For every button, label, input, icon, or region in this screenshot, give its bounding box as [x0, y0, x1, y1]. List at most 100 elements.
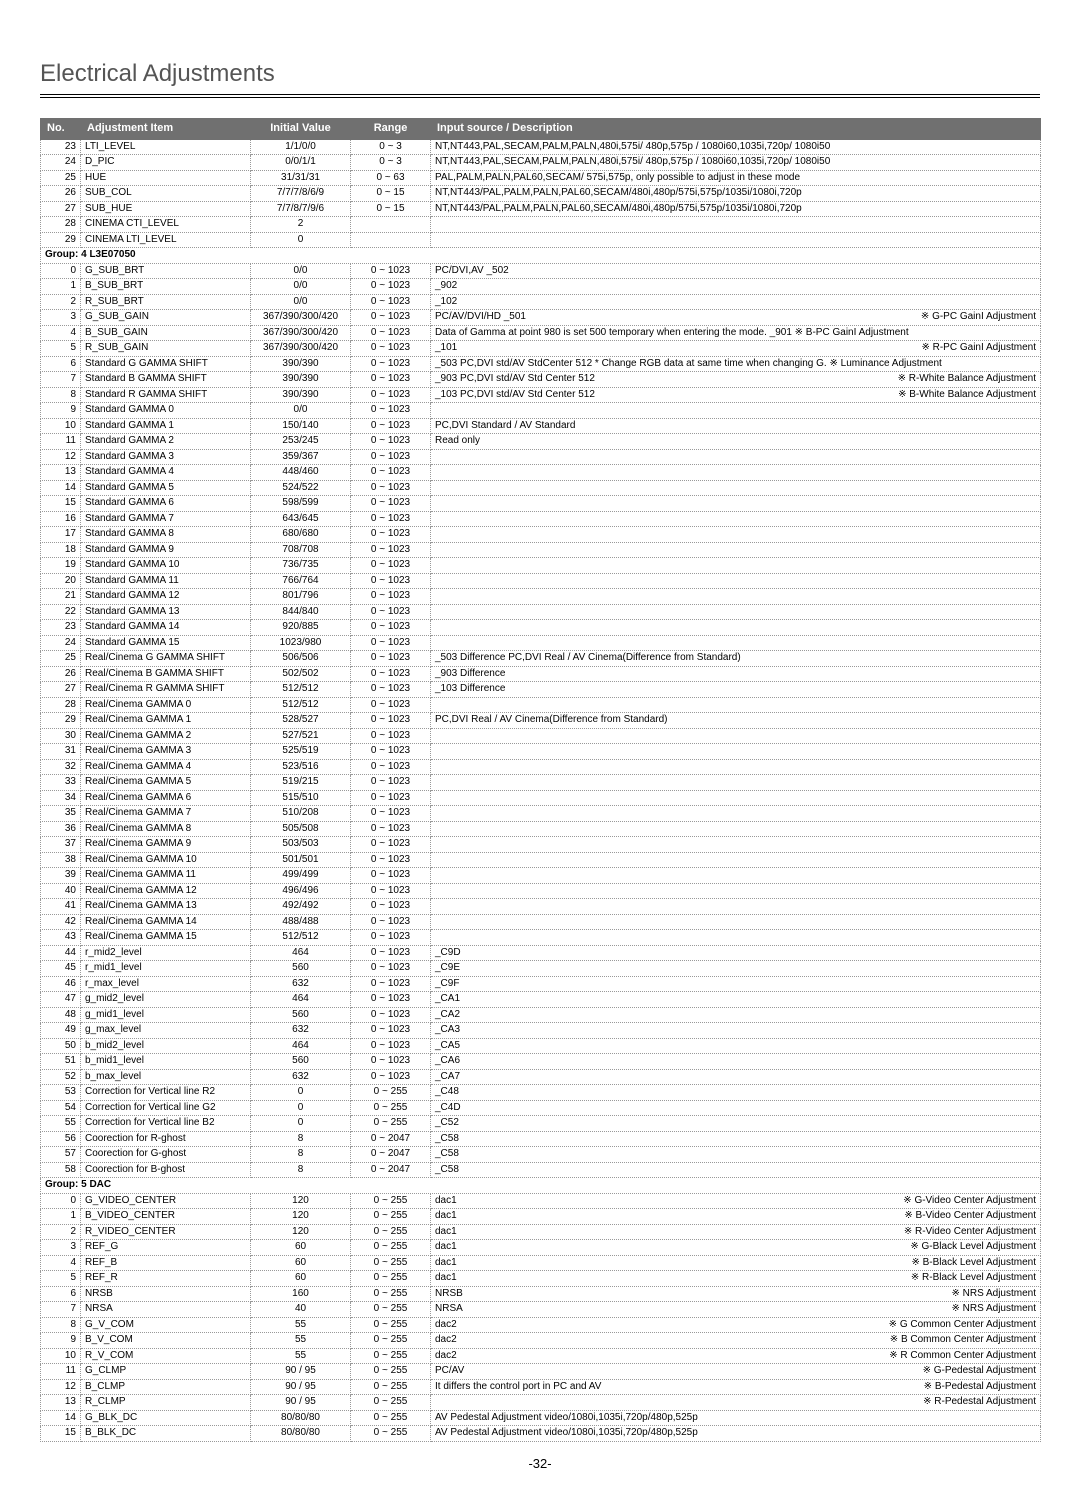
- cell-desc: NRSA※ NRS Adjustment: [431, 1302, 1041, 1318]
- cell-no: 43: [41, 930, 81, 946]
- cell-range: 0 ~ 1023: [351, 496, 431, 512]
- cell-range: 0 ~ 1023: [351, 418, 431, 434]
- cell-range: 0 ~ 1023: [351, 434, 431, 450]
- cell-range: 0 ~ 1023: [351, 620, 431, 636]
- cell-range: 0 ~ 1023: [351, 790, 431, 806]
- table-row: 6NRSB1600 ~ 255NRSB※ NRS Adjustment: [41, 1286, 1041, 1302]
- cell-no: 5: [41, 341, 81, 357]
- cell-initial: 80/80/80: [251, 1410, 351, 1426]
- cell-range: 0 ~ 1023: [351, 883, 431, 899]
- table-row: 1B_VIDEO_CENTER1200 ~ 255dac1※ B-Video C…: [41, 1209, 1041, 1225]
- cell-initial: 680/680: [251, 527, 351, 543]
- table-row: 10R_V_COM550 ~ 255dac2※ R Common Center …: [41, 1348, 1041, 1364]
- cell-no: 18: [41, 542, 81, 558]
- cell-range: 0 ~ 1023: [351, 837, 431, 853]
- cell-no: 22: [41, 604, 81, 620]
- table-row: 31Real/Cinema GAMMA 3525/5190 ~ 1023: [41, 744, 1041, 760]
- cell-item: Standard GAMMA 1: [81, 418, 251, 434]
- cell-initial: 90 / 95: [251, 1395, 351, 1411]
- cell-desc: PAL,PALM,PALN,PAL60,SECAM/ 575i,575p, on…: [431, 170, 1041, 186]
- cell-range: 0 ~ 1023: [351, 1054, 431, 1070]
- cell-no: 11: [41, 1364, 81, 1380]
- cell-range: 0 ~ 1023: [351, 759, 431, 775]
- cell-item: REF_B: [81, 1255, 251, 1271]
- cell-initial: 7/7/8/7/9/6: [251, 201, 351, 217]
- cell-item: Standard GAMMA 12: [81, 589, 251, 605]
- cell-range: 0 ~ 1023: [351, 325, 431, 341]
- cell-range: 0 ~ 1023: [351, 403, 431, 419]
- cell-range: 0 ~ 255: [351, 1255, 431, 1271]
- cell-no: 3: [41, 310, 81, 326]
- cell-desc: _C52: [431, 1116, 1041, 1132]
- cell-desc: _CA3: [431, 1023, 1041, 1039]
- cell-initial: 0/0: [251, 294, 351, 310]
- cell-range: 0 ~ 1023: [351, 914, 431, 930]
- cell-item: Real/Cinema GAMMA 9: [81, 837, 251, 853]
- cell-no: 49: [41, 1023, 81, 1039]
- cell-no: 7: [41, 372, 81, 388]
- cell-item: Standard R GAMMA SHIFT: [81, 387, 251, 403]
- table-row: 23Standard GAMMA 14920/8850 ~ 1023: [41, 620, 1041, 636]
- cell-range: 0 ~ 1023: [351, 449, 431, 465]
- table-row: 7Standard B GAMMA SHIFT390/3900 ~ 1023_9…: [41, 372, 1041, 388]
- cell-initial: 120: [251, 1209, 351, 1225]
- cell-no: 26: [41, 186, 81, 202]
- cell-desc: [431, 542, 1041, 558]
- table-row: 40Real/Cinema GAMMA 12496/4960 ~ 1023: [41, 883, 1041, 899]
- cell-item: G_BLK_DC: [81, 1410, 251, 1426]
- cell-range: 0 ~ 1023: [351, 945, 431, 961]
- table-row: 0G_VIDEO_CENTER1200 ~ 255dac1※ G-Video C…: [41, 1193, 1041, 1209]
- cell-item: b_mid1_level: [81, 1054, 251, 1070]
- cell-initial: 632: [251, 976, 351, 992]
- cell-range: 0 ~ 255: [351, 1100, 431, 1116]
- cell-initial: 560: [251, 961, 351, 977]
- table-row: 53Correction for Vertical line R200 ~ 25…: [41, 1085, 1041, 1101]
- table-row: 15B_BLK_DC80/80/800 ~ 255AV Pedestal Adj…: [41, 1426, 1041, 1442]
- cell-item: Real/Cinema GAMMA 4: [81, 759, 251, 775]
- table-row: 1B_SUB_BRT0/00 ~ 1023_902: [41, 279, 1041, 295]
- cell-item: Real/Cinema GAMMA 14: [81, 914, 251, 930]
- cell-initial: 528/527: [251, 713, 351, 729]
- cell-desc: _C48: [431, 1085, 1041, 1101]
- cell-item: R_SUB_GAIN: [81, 341, 251, 357]
- cell-desc: [431, 775, 1041, 791]
- page-number: -32-: [40, 1456, 1040, 1471]
- table-row: 27Real/Cinema R GAMMA SHIFT512/5120 ~ 10…: [41, 682, 1041, 698]
- th-initial: Initial Value: [251, 119, 351, 140]
- cell-item: R_CLMP: [81, 1395, 251, 1411]
- cell-item: R_VIDEO_CENTER: [81, 1224, 251, 1240]
- cell-item: NRSB: [81, 1286, 251, 1302]
- cell-desc: _503 PC,DVI std/AV StdCenter 512 * Chang…: [431, 356, 1041, 372]
- cell-range: 0 ~ 1023: [351, 310, 431, 326]
- cell-desc: [431, 480, 1041, 496]
- cell-item: r_max_level: [81, 976, 251, 992]
- table-row: 52b_max_level6320 ~ 1023_CA7: [41, 1069, 1041, 1085]
- table-row: 9B_V_COM550 ~ 255dac2※ B Common Center A…: [41, 1333, 1041, 1349]
- cell-range: 0 ~ 1023: [351, 372, 431, 388]
- cell-range: 0 ~ 255: [351, 1286, 431, 1302]
- cell-item: Standard GAMMA 7: [81, 511, 251, 527]
- cell-item: G_CLMP: [81, 1364, 251, 1380]
- cell-range: 0 ~ 255: [351, 1116, 431, 1132]
- cell-no: 25: [41, 651, 81, 667]
- table-row: 57Coorection for G-ghost80 ~ 2047_C58: [41, 1147, 1041, 1163]
- cell-desc: dac1※ G-Video Center Adjustment: [431, 1193, 1041, 1209]
- adjustments-table: No. Adjustment Item Initial Value Range …: [40, 118, 1041, 1442]
- cell-desc: PC/DVI,AV _502: [431, 263, 1041, 279]
- cell-initial: 8: [251, 1162, 351, 1178]
- group-row: Group: 5 DAC: [41, 1178, 1041, 1194]
- cell-desc: [431, 728, 1041, 744]
- cell-no: 10: [41, 418, 81, 434]
- cell-range: [351, 217, 431, 233]
- cell-item: b_max_level: [81, 1069, 251, 1085]
- cell-desc: [431, 759, 1041, 775]
- table-row: 14G_BLK_DC80/80/800 ~ 255AV Pedestal Adj…: [41, 1410, 1041, 1426]
- cell-desc: [431, 403, 1041, 419]
- cell-desc: [431, 899, 1041, 915]
- cell-range: 0 ~ 2047: [351, 1147, 431, 1163]
- cell-initial: 464: [251, 1038, 351, 1054]
- cell-no: 21: [41, 589, 81, 605]
- cell-initial: 390/390: [251, 356, 351, 372]
- cell-desc: dac1※ B-Black Level Adjustment: [431, 1255, 1041, 1271]
- cell-no: 16: [41, 511, 81, 527]
